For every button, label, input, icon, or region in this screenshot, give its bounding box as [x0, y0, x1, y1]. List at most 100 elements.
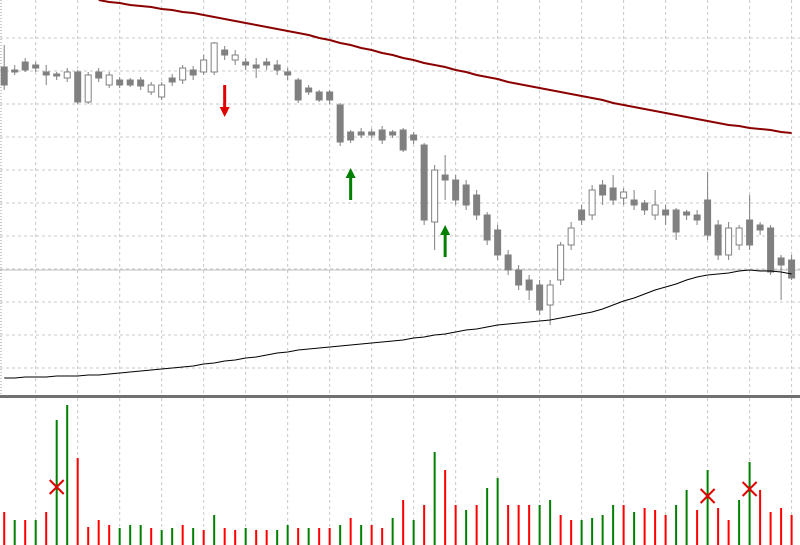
moving-average — [4, 269, 792, 379]
candle-body — [483, 214, 491, 241]
candle-body — [11, 69, 19, 73]
candle-body — [756, 224, 764, 231]
signal-arrow — [440, 225, 451, 257]
volume-bar — [45, 512, 48, 545]
candle-body — [32, 64, 40, 69]
volume-bar — [3, 512, 6, 545]
volume-bar — [402, 500, 405, 545]
candle-body — [21, 61, 29, 71]
volume-bar — [213, 515, 216, 545]
candle-body — [95, 71, 103, 79]
candle-body — [84, 74, 92, 103]
volume-bar — [622, 505, 625, 545]
candle-body — [767, 227, 775, 273]
volume-bar — [297, 528, 300, 545]
volume-bar — [55, 420, 58, 545]
candle-body — [42, 71, 50, 76]
volume-bar — [24, 520, 27, 545]
candle-body — [777, 257, 785, 266]
candle-body — [725, 227, 733, 256]
candle-body — [305, 87, 313, 93]
volume-bar — [685, 490, 688, 545]
volume-bar — [486, 488, 489, 545]
volume-bar — [181, 525, 184, 545]
volume-bar — [391, 518, 394, 545]
candle-body — [147, 84, 155, 93]
candle-body — [74, 71, 82, 103]
candle-body — [462, 184, 470, 206]
volume-bar — [318, 528, 321, 545]
candle-body — [189, 69, 197, 76]
candle-body — [231, 54, 239, 61]
candle-body — [599, 184, 607, 196]
volume-bar — [612, 505, 615, 545]
candle-body — [567, 227, 575, 246]
candle-body — [399, 129, 407, 151]
candle-body — [284, 71, 292, 76]
candle-body — [578, 209, 586, 221]
candle-body — [672, 209, 680, 233]
cross-mark — [699, 488, 716, 504]
candle-body — [273, 64, 281, 71]
volume-bar — [192, 528, 195, 545]
candle-body — [137, 79, 145, 87]
volume-bar — [549, 500, 552, 545]
candle-body — [452, 179, 460, 201]
volume-bar — [234, 530, 237, 545]
candle-body — [336, 104, 344, 143]
volume-bar — [66, 405, 69, 545]
candle-body — [735, 227, 743, 246]
volume-bar — [412, 520, 415, 545]
volume-bar — [370, 525, 373, 545]
candle-body — [714, 224, 722, 256]
volume-bar — [769, 512, 772, 545]
volume-bar — [654, 510, 657, 545]
volume-bar — [570, 520, 573, 545]
volume-bar — [129, 525, 132, 545]
candle-body — [347, 131, 355, 141]
volume-bar — [255, 530, 258, 545]
candle-body — [221, 49, 229, 56]
volume-bar — [150, 528, 153, 545]
candle-body — [378, 129, 386, 141]
volume-bar — [559, 515, 562, 545]
volume-bar — [454, 505, 457, 545]
candle-body — [641, 202, 649, 211]
candle-body — [588, 189, 596, 216]
volume-bar — [727, 520, 730, 545]
volume-bar — [13, 520, 16, 545]
volume-bar — [108, 525, 111, 545]
volume-bar — [223, 528, 226, 545]
candle-body — [504, 254, 512, 271]
volume-bar — [423, 505, 426, 545]
candle-body — [168, 77, 176, 83]
candle-body — [557, 244, 565, 281]
candle-body — [53, 73, 61, 77]
volume-bar — [360, 525, 363, 545]
candle-body — [788, 259, 796, 279]
candle-body — [326, 91, 334, 101]
candle-body — [473, 194, 481, 216]
candle-body — [200, 59, 208, 73]
volume-bar — [307, 528, 310, 545]
candle-body — [63, 71, 71, 79]
volume-bar — [633, 512, 636, 545]
candle-body — [357, 131, 365, 136]
volume-bar — [748, 462, 751, 545]
volume-bar — [202, 530, 205, 545]
volume-bar — [171, 528, 174, 545]
candle-body — [546, 284, 554, 306]
signal-arrow — [219, 85, 230, 117]
volume-bar — [507, 505, 510, 545]
volume-bar — [339, 525, 342, 545]
signal-arrow — [345, 168, 356, 200]
candle-body — [746, 219, 754, 246]
volume-bar — [601, 515, 604, 545]
volume-bar — [496, 478, 499, 545]
candle-body — [210, 42, 218, 73]
volume-bar — [717, 508, 720, 545]
candle-body — [158, 84, 166, 98]
volume-bar — [87, 527, 90, 545]
candle-body — [609, 187, 617, 201]
candle-body — [116, 79, 124, 86]
